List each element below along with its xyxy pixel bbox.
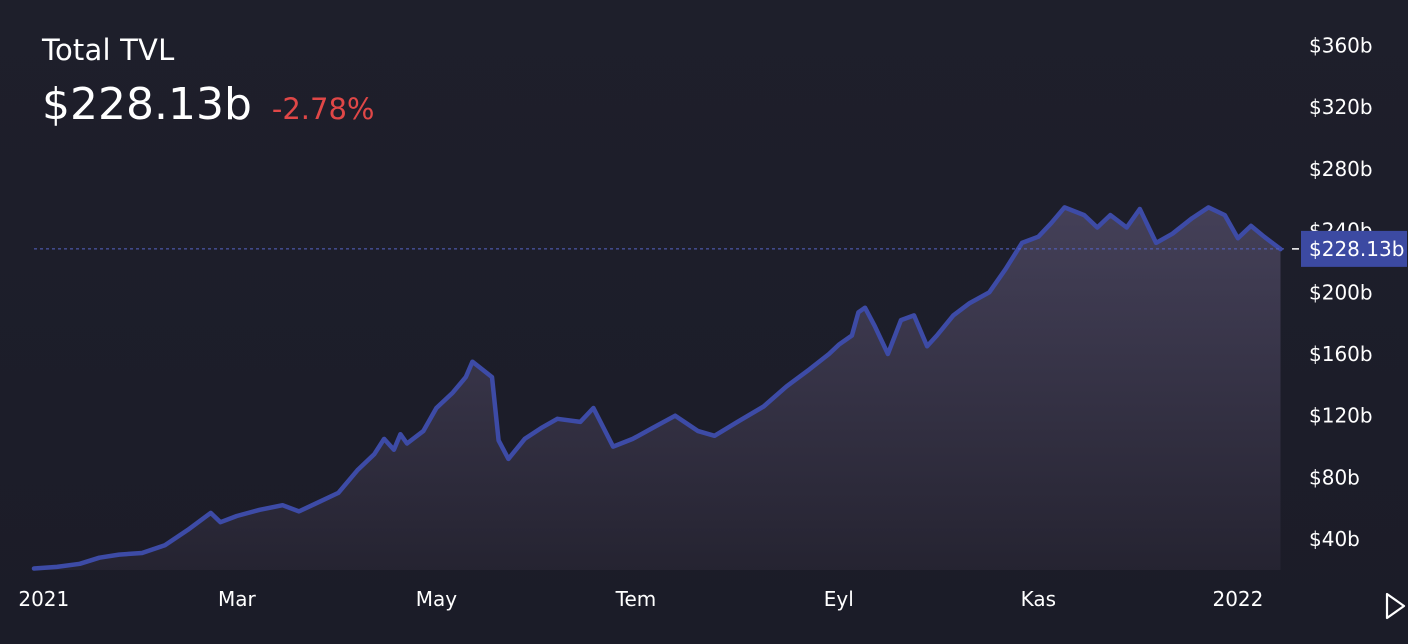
x-tick-label: 2021 bbox=[18, 587, 69, 611]
chart-header: Total TVL $228.13b -2.78% bbox=[42, 32, 374, 130]
chart-title: Total TVL bbox=[42, 33, 175, 67]
y-tick-label: $160b bbox=[1309, 342, 1373, 366]
change-percent: -2.78% bbox=[271, 92, 375, 126]
x-tick-label: Kas bbox=[1021, 587, 1056, 611]
y-tick-label: $120b bbox=[1309, 404, 1373, 428]
value-row: $228.13b -2.78% bbox=[42, 80, 374, 130]
x-tick-label: Tem bbox=[615, 587, 657, 611]
play-icon[interactable] bbox=[1385, 592, 1407, 620]
y-tick-label: $200b bbox=[1309, 280, 1373, 304]
current-price-badge bbox=[1301, 230, 1407, 267]
tvl-area-fill bbox=[34, 207, 1281, 570]
tvl-series-line bbox=[31, 205, 1283, 571]
total-tvl-value: $228.13b bbox=[42, 79, 252, 130]
x-tick-label: Mar bbox=[218, 587, 257, 611]
x-axis: 2021 Mar May Tem Eyl Kas 2022 bbox=[18, 587, 1263, 611]
y-tick-label: $280b bbox=[1309, 157, 1373, 181]
y-tick-label: $40b bbox=[1309, 527, 1360, 551]
x-tick-label: May bbox=[416, 587, 458, 611]
current-price-text: $228.13b bbox=[1309, 237, 1404, 261]
current-price-label: $228.13b bbox=[1292, 230, 1407, 267]
x-tick-label: 2022 bbox=[1212, 587, 1263, 611]
x-tick-label: Eyl bbox=[824, 587, 854, 611]
y-tick-label: $320b bbox=[1309, 95, 1373, 119]
y-tick-label: $80b bbox=[1309, 465, 1360, 489]
y-tick-label: $360b bbox=[1309, 33, 1373, 57]
y-axis: $40b$80b$120b$160b$200b$240b$280b$320b$3… bbox=[1309, 33, 1373, 551]
